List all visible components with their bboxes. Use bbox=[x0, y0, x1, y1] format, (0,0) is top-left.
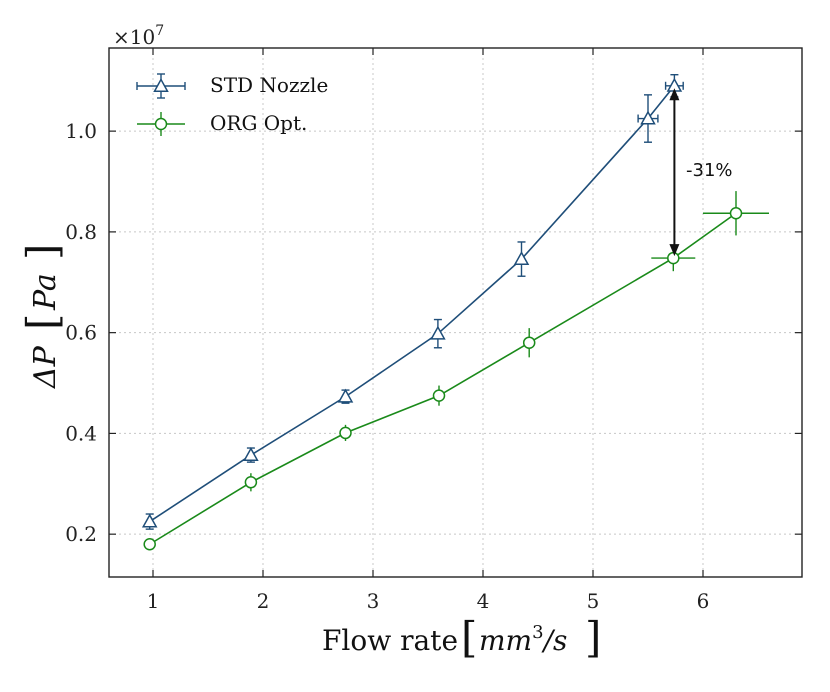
legend-entry-org-opt bbox=[137, 112, 185, 136]
y-tick-label: 0.6 bbox=[65, 321, 97, 345]
legend-entry-std-nozzle bbox=[136, 73, 186, 99]
x-tick-label: 1 bbox=[147, 589, 160, 613]
data-point bbox=[522, 336, 536, 349]
x-axis-label: Flow rate [ mm3/s ] bbox=[322, 613, 601, 662]
y-tick-label: 0.4 bbox=[65, 421, 97, 445]
data-point bbox=[640, 110, 656, 125]
series-line bbox=[149, 212, 737, 545]
y-axis-bracket-left: [ bbox=[18, 314, 67, 330]
data-point bbox=[430, 325, 446, 340]
data-point bbox=[141, 513, 158, 528]
y-tick-label: 0.8 bbox=[65, 220, 97, 244]
grid bbox=[109, 48, 802, 577]
y-axis-label: ΔP [ Pa ] bbox=[18, 244, 67, 389]
data-point bbox=[513, 251, 530, 266]
series-org-opt bbox=[143, 191, 769, 551]
series-layer bbox=[141, 74, 769, 551]
data-point bbox=[667, 251, 680, 265]
y-axis-bracket-right: ] bbox=[18, 244, 67, 260]
annotation-label: -31% bbox=[686, 160, 733, 181]
legend-marker bbox=[153, 77, 169, 92]
ticks: 1 2 3 4 5 6 0.2 0.4 0.6 0.8 1.0 bbox=[65, 48, 802, 613]
data-point bbox=[729, 206, 743, 220]
plot-frame bbox=[108, 47, 803, 578]
x-tick-label: 2 bbox=[257, 589, 270, 613]
x-axis-label-text: Flow rate bbox=[322, 624, 458, 657]
data-point bbox=[339, 426, 352, 440]
x-axis-bracket-right: ] bbox=[585, 613, 601, 662]
annotation-arrowhead-down bbox=[669, 244, 680, 257]
x-tick-label: 5 bbox=[587, 589, 600, 613]
series-std-nozzle bbox=[141, 74, 684, 530]
x-axis-bracket-left: [ bbox=[461, 613, 477, 662]
legend-marker bbox=[154, 117, 168, 131]
y-tick-label: 1.0 bbox=[65, 119, 97, 143]
data-point bbox=[337, 388, 354, 403]
data-point bbox=[432, 389, 446, 402]
multiplier-label: ×107 bbox=[113, 23, 164, 49]
x-tick-label: 3 bbox=[367, 589, 380, 613]
x-tick-label: 4 bbox=[477, 589, 490, 613]
annotation-arrowhead-up bbox=[669, 88, 680, 101]
data-point bbox=[143, 538, 156, 551]
x-tick-label: 6 bbox=[697, 589, 710, 613]
data-point bbox=[244, 476, 258, 489]
annotation bbox=[669, 88, 680, 257]
y-tick-label: 0.2 bbox=[65, 522, 97, 546]
legend-label-org-opt: ORG Opt. bbox=[210, 111, 307, 135]
y-axis-label-text: ΔP bbox=[28, 345, 63, 389]
x-axis-unit: mm3/s bbox=[479, 622, 567, 657]
legend: STD Nozzle ORG Opt. bbox=[136, 73, 328, 136]
data-point bbox=[243, 447, 259, 462]
legend-label-std-nozzle: STD Nozzle bbox=[210, 73, 328, 97]
y-axis-unit: Pa bbox=[28, 273, 63, 311]
